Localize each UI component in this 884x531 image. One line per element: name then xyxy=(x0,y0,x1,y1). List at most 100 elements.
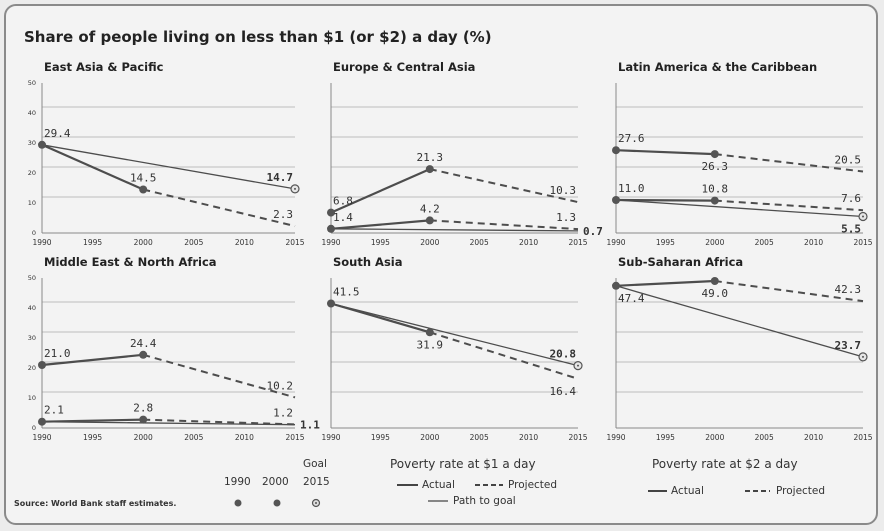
series-line-actual xyxy=(615,198,715,202)
x-tick-label: 1995 xyxy=(83,433,102,442)
panel-3: Latin America & the Caribbean 1990 1995 200… xyxy=(606,60,872,247)
series-line-projected xyxy=(429,168,579,204)
marker-2000 xyxy=(710,277,719,285)
panel-title: Latin America & the Caribbean xyxy=(618,60,817,74)
x-tick-label: 2000 xyxy=(420,433,439,442)
x-tick-label: 1990 xyxy=(32,238,51,247)
data-label: 41.5 xyxy=(333,286,360,299)
series-line-actual xyxy=(330,219,430,230)
x-tick-label: 1995 xyxy=(371,433,390,442)
legend-dollar1-path: Path to goal xyxy=(453,495,516,507)
legend-dollar2-actual: Actual xyxy=(671,485,704,497)
x-tick-label: 2015 xyxy=(285,433,304,442)
x-tick-label: 1990 xyxy=(606,433,625,442)
x-tick-label: 2010 xyxy=(235,433,254,442)
x-tick-label: 2000 xyxy=(705,238,724,247)
data-label: 24.4 xyxy=(130,337,157,350)
data-label: 31.9 xyxy=(417,338,444,351)
panel-2: Europe & Central Asia 1990 1995 2000 2005 201… xyxy=(321,60,602,247)
x-tick-label: 2010 xyxy=(804,433,823,442)
data-label: 11.0 xyxy=(618,182,645,195)
x-tick-label: 2000 xyxy=(134,238,153,247)
goal-marker-dot xyxy=(862,355,864,358)
data-label: 10.2 xyxy=(267,379,294,392)
data-label: 1.1 xyxy=(300,419,320,432)
legend-dollar1-projected: Projected xyxy=(508,479,557,491)
data-label: 27.6 xyxy=(618,132,645,145)
data-label: 7.6 xyxy=(841,192,861,205)
x-tick-label: 1995 xyxy=(656,238,675,247)
x-tick-label: 1990 xyxy=(321,433,340,442)
data-label: 2.1 xyxy=(44,404,64,417)
data-label: 4.2 xyxy=(420,202,440,215)
data-label: 1.3 xyxy=(556,211,576,224)
data-label: 26.3 xyxy=(702,160,729,173)
marker-2000 xyxy=(710,150,719,159)
data-label: 1.4 xyxy=(333,211,353,224)
legend-dollar1-actual: Actual xyxy=(422,479,455,491)
x-tick-label: 2010 xyxy=(804,238,823,247)
x-tick-label: 2005 xyxy=(755,433,774,442)
x-tick-label: 2010 xyxy=(519,238,538,247)
x-tick-label: 1990 xyxy=(32,433,51,442)
series-line-actual xyxy=(330,168,431,214)
source-note: Source: World Bank staff estimates. xyxy=(14,499,176,508)
data-label: 49.0 xyxy=(702,287,729,300)
y-tick-label: 30 xyxy=(28,139,36,147)
marker-1990 xyxy=(327,299,335,308)
data-label: 23.7 xyxy=(835,339,862,352)
panel-4: Middle East & North Africa 1990 1995 2000 20… xyxy=(28,255,321,442)
series-line-goal xyxy=(615,199,864,218)
marker-1990 xyxy=(612,196,620,204)
series-line-projected xyxy=(429,219,579,231)
marker-2000 xyxy=(425,165,434,174)
series-line-goal xyxy=(41,144,296,190)
legend-marker-2000 xyxy=(273,499,281,507)
series-line-actual xyxy=(41,353,144,367)
x-tick-label: 2005 xyxy=(470,433,489,442)
legend-marker-goal-dot xyxy=(315,502,317,504)
x-tick-label: 1995 xyxy=(83,238,102,247)
marker-2000 xyxy=(710,196,719,205)
legend-year-2000: 2000 xyxy=(262,476,289,488)
data-label: 21.3 xyxy=(417,151,444,164)
legend: 1990 2000 Goal 2015 Poverty rate at $1 a… xyxy=(224,457,825,508)
y-tick-label: 50 xyxy=(28,274,36,282)
data-label: 10.3 xyxy=(550,184,577,197)
series-line-actual xyxy=(330,302,431,334)
x-tick-label: 2005 xyxy=(184,238,203,247)
series-line-goal xyxy=(330,228,579,232)
series-line-projected xyxy=(429,331,579,380)
series-line-projected xyxy=(142,353,296,399)
legend-dollar2-projected: Projected xyxy=(776,485,825,497)
data-label: 20.5 xyxy=(835,154,862,167)
panel-title: South Asia xyxy=(333,255,403,269)
series-line-projected xyxy=(714,199,864,212)
marker-1990 xyxy=(327,208,335,217)
x-tick-label: 2010 xyxy=(519,433,538,442)
y-tick-label: 40 xyxy=(28,304,36,312)
goal-marker-dot xyxy=(862,215,864,218)
y-tick-label: 10 xyxy=(28,394,36,402)
x-tick-label: 2015 xyxy=(568,238,587,247)
x-tick-label: 1990 xyxy=(321,238,340,247)
series-line-goal xyxy=(615,285,864,358)
legend-marker-1990 xyxy=(234,499,242,507)
x-tick-label: 1995 xyxy=(656,433,675,442)
data-label: 14.5 xyxy=(130,172,157,185)
marker-2000 xyxy=(425,216,434,225)
data-label: 20.8 xyxy=(550,348,577,361)
marker-2000 xyxy=(139,350,148,359)
data-label: 0.7 xyxy=(583,225,603,238)
x-tick-label: 1990 xyxy=(606,238,625,247)
x-tick-label: 2005 xyxy=(470,238,489,247)
marker-1990 xyxy=(327,224,335,233)
marker-1990 xyxy=(38,140,46,149)
x-tick-label: 2015 xyxy=(285,238,304,247)
y-tick-label: 30 xyxy=(28,334,36,342)
y-tick-label: 20 xyxy=(28,169,36,177)
series-line-projected xyxy=(714,153,864,173)
x-tick-label: 2015 xyxy=(568,433,587,442)
series-line-actual xyxy=(615,149,715,156)
